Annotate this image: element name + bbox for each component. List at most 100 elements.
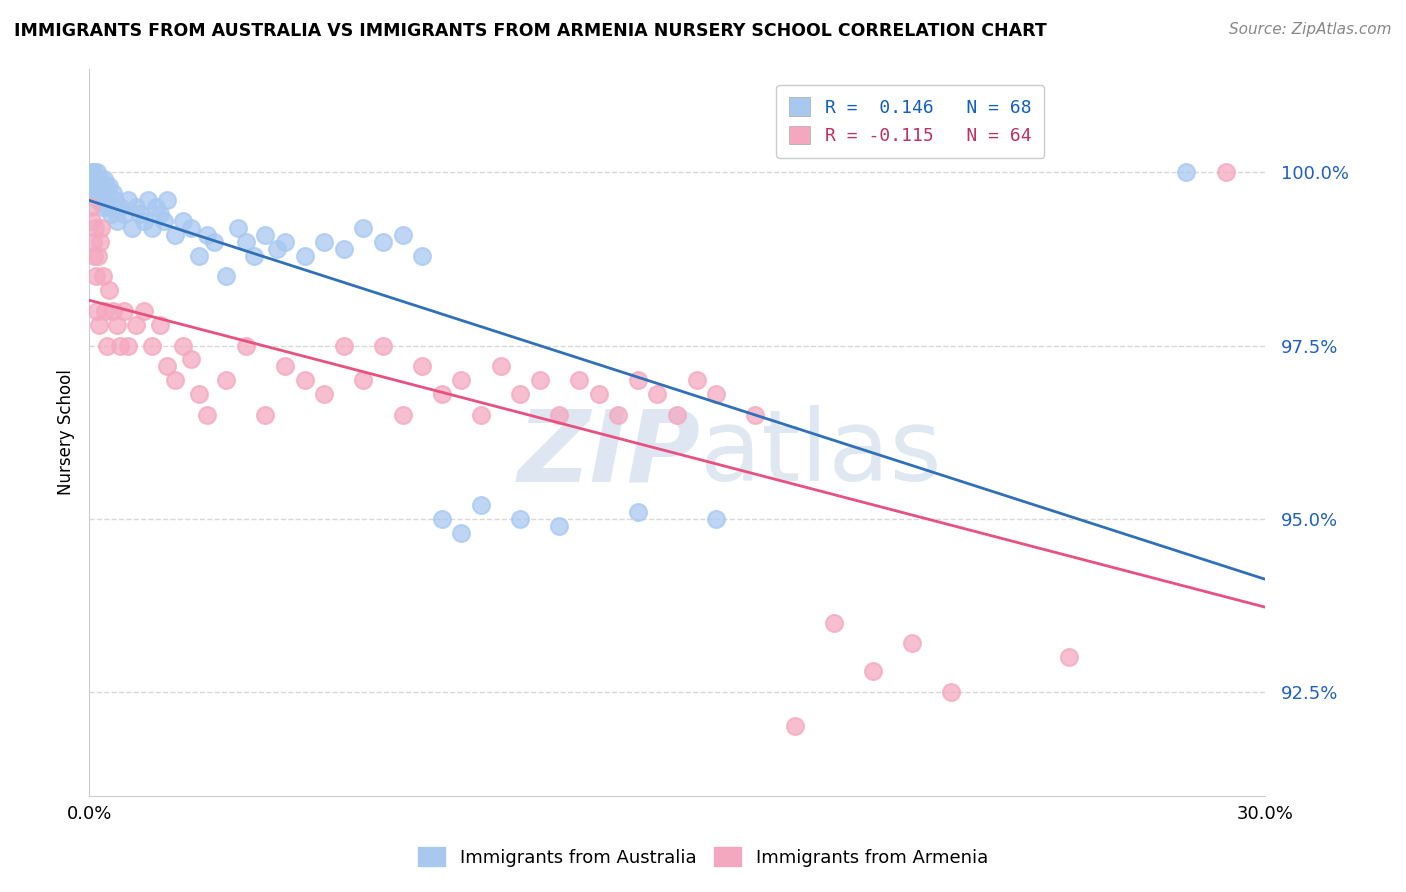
Point [82,172,104,186]
Point [86,165,108,179]
Point [84,186,107,201]
Point [665,408,688,422]
Point [242,248,264,262]
Point [627,373,650,387]
Point [129,207,152,221]
Point [87,318,110,332]
Point [86,304,108,318]
Point [470,498,492,512]
Point [862,664,884,678]
Point [112,207,135,221]
Point [235,338,257,352]
Point [125,200,148,214]
Point [89,172,111,186]
Point [783,719,806,733]
Point [371,235,394,249]
Point [97,179,120,194]
Point [83,248,105,262]
Point [141,338,163,352]
Point [1175,165,1198,179]
Point [91,200,114,214]
Point [1057,650,1080,665]
Point [352,220,374,235]
Point [172,214,194,228]
Point [87,193,110,207]
Point [371,338,394,352]
Point [145,200,167,214]
Point [195,227,218,242]
Point [83,179,105,194]
Point [266,242,288,256]
Point [568,373,591,387]
Point [156,193,179,207]
Point [215,269,238,284]
Point [110,338,132,352]
Point [165,227,187,242]
Point [80,200,103,214]
Point [391,227,413,242]
Point [529,373,551,387]
Point [274,235,297,249]
Point [156,359,179,374]
Point [132,214,155,228]
Point [314,387,336,401]
Point [89,235,111,249]
Point [548,408,571,422]
Text: Source: ZipAtlas.com: Source: ZipAtlas.com [1229,22,1392,37]
Point [744,408,766,422]
Point [117,338,139,352]
Point [101,186,124,201]
Point [80,179,103,194]
Point [333,338,356,352]
Point [100,207,122,221]
Point [548,518,571,533]
Point [195,408,218,422]
Point [1215,165,1237,179]
Point [411,248,433,262]
Point [647,387,669,401]
Point [149,207,172,221]
Point [180,220,202,235]
Point [90,186,112,201]
Point [187,387,209,401]
Point [333,242,356,256]
Point [84,179,107,194]
Point [132,304,155,318]
Text: IMMIGRANTS FROM AUSTRALIA VS IMMIGRANTS FROM ARMENIA NURSERY SCHOOL CORRELATION : IMMIGRANTS FROM AUSTRALIA VS IMMIGRANTS … [14,22,1047,40]
Point [105,318,128,332]
Point [90,220,112,235]
Point [84,269,107,284]
Point [901,636,924,650]
Point [391,408,413,422]
Point [450,525,472,540]
Legend: Immigrants from Australia, Immigrants from Armenia: Immigrants from Australia, Immigrants fr… [411,840,995,874]
Point [94,179,117,194]
Point [254,408,277,422]
Point [82,165,104,179]
Point [91,269,114,284]
Point [450,373,472,387]
Point [97,283,120,297]
Point [187,248,209,262]
Point [509,387,531,401]
Point [588,387,610,401]
Point [86,172,108,186]
Point [489,359,512,374]
Legend: R =  0.146   N = 68, R = -0.115   N = 64: R = 0.146 N = 68, R = -0.115 N = 64 [776,85,1045,158]
Point [204,235,226,249]
Point [704,387,727,401]
Point [117,193,139,207]
Point [274,359,297,374]
Point [226,220,249,235]
Point [941,685,963,699]
Point [509,512,531,526]
Point [101,304,124,318]
Point [215,373,238,387]
Point [172,338,194,352]
Point [141,220,163,235]
Point [254,227,277,242]
Point [823,615,845,630]
Point [685,373,707,387]
Point [165,373,187,387]
Point [470,408,492,422]
